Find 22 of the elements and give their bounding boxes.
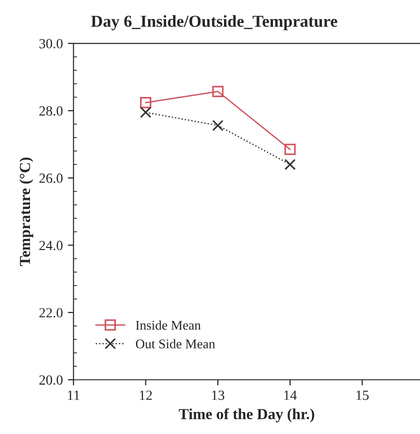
y-tick-label: 20.0 — [39, 375, 63, 385]
legend-label: Out Side Mean — [136, 339, 216, 348]
legend-label: Inside Mean — [136, 320, 201, 330]
x-axis-title: Time of the Day (hr.) — [178, 408, 314, 422]
y-tick-label: 28.0 — [39, 106, 63, 116]
y-tick-label: 26.0 — [39, 174, 63, 183]
point — [212, 120, 224, 132]
point — [284, 158, 296, 170]
x-tick-label: 11 — [68, 390, 80, 400]
point — [140, 106, 152, 118]
x-tick-label: 12 — [140, 390, 152, 400]
point — [140, 96, 152, 108]
y-axis-title: Temprature (°C) — [19, 158, 34, 266]
point — [212, 86, 224, 98]
point — [284, 144, 296, 155]
y-tick-label: 22.0 — [39, 308, 63, 318]
x-tick-label: 13 — [212, 390, 224, 400]
chart-title: Day 6_Inside/Outside_Temprature — [91, 15, 338, 30]
x-tick-label: 14 — [284, 390, 297, 400]
y-tick-label: 30.0 — [39, 38, 63, 48]
y-tick-label: 24.0 — [39, 240, 63, 250]
x-tick-label: 15 — [356, 390, 369, 400]
